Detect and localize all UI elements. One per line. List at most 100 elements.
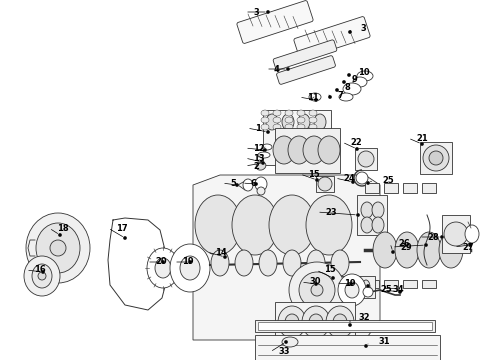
FancyBboxPatch shape [384,280,398,288]
FancyBboxPatch shape [276,56,336,84]
Ellipse shape [348,31,351,33]
FancyBboxPatch shape [422,183,436,193]
Ellipse shape [372,202,384,218]
Ellipse shape [302,306,330,338]
Ellipse shape [162,261,165,264]
Ellipse shape [269,195,315,255]
FancyBboxPatch shape [258,322,432,330]
Ellipse shape [285,124,293,130]
FancyBboxPatch shape [365,280,379,288]
Ellipse shape [50,240,66,256]
Ellipse shape [195,195,241,255]
FancyBboxPatch shape [357,195,387,235]
Text: 8: 8 [344,82,350,91]
Ellipse shape [331,250,349,276]
Ellipse shape [259,250,277,276]
Ellipse shape [273,110,281,116]
FancyBboxPatch shape [365,183,379,193]
Ellipse shape [338,274,366,306]
Ellipse shape [288,136,310,164]
Ellipse shape [339,93,353,101]
FancyBboxPatch shape [275,128,340,173]
FancyBboxPatch shape [255,335,440,360]
Ellipse shape [299,272,335,308]
Text: 10: 10 [358,68,369,77]
Ellipse shape [267,131,270,134]
Ellipse shape [254,183,258,185]
Ellipse shape [429,151,443,165]
Text: 1: 1 [255,123,261,132]
Text: 28: 28 [427,233,439,242]
Text: 22: 22 [350,138,362,147]
FancyBboxPatch shape [442,215,470,253]
Ellipse shape [256,162,266,170]
Ellipse shape [347,73,350,77]
Ellipse shape [232,195,278,255]
Ellipse shape [261,124,269,130]
Ellipse shape [361,217,373,233]
Text: 30: 30 [309,278,320,287]
Ellipse shape [468,243,471,247]
Ellipse shape [309,110,317,116]
Text: 21: 21 [416,134,428,143]
Ellipse shape [444,222,468,246]
Text: 2: 2 [253,162,259,171]
Ellipse shape [262,162,265,165]
Ellipse shape [420,143,423,145]
Ellipse shape [356,172,368,184]
FancyBboxPatch shape [420,142,452,174]
Ellipse shape [326,280,334,294]
Polygon shape [193,175,380,340]
Text: 31: 31 [378,338,390,346]
Ellipse shape [439,232,463,268]
Text: 3: 3 [360,23,366,32]
FancyBboxPatch shape [255,320,435,332]
Ellipse shape [267,10,270,14]
Ellipse shape [273,124,281,130]
Text: 29: 29 [400,243,412,252]
Text: 25: 25 [382,176,394,185]
Text: 4: 4 [274,64,280,73]
Text: 24: 24 [343,174,355,183]
Ellipse shape [283,250,301,276]
Ellipse shape [297,117,305,123]
Ellipse shape [278,306,306,338]
Text: 11: 11 [307,93,319,102]
Ellipse shape [235,250,253,276]
Ellipse shape [26,213,90,283]
Ellipse shape [350,280,358,294]
Text: 18: 18 [57,224,69,233]
Text: 25: 25 [380,285,392,294]
Ellipse shape [441,235,443,239]
Text: 26: 26 [398,239,410,248]
Ellipse shape [314,114,326,130]
Ellipse shape [361,202,373,218]
Ellipse shape [211,250,229,276]
Ellipse shape [180,256,200,280]
FancyBboxPatch shape [237,1,313,44]
Ellipse shape [309,93,321,101]
Ellipse shape [423,145,449,171]
FancyBboxPatch shape [403,280,417,288]
Ellipse shape [243,179,253,191]
Ellipse shape [398,291,401,293]
Ellipse shape [345,282,359,298]
Ellipse shape [424,243,427,247]
Ellipse shape [36,223,80,273]
Ellipse shape [147,248,179,288]
Ellipse shape [372,217,384,233]
Ellipse shape [318,136,340,164]
FancyBboxPatch shape [275,302,355,342]
Text: 19: 19 [344,279,356,288]
FancyBboxPatch shape [355,148,377,170]
Ellipse shape [316,179,318,181]
FancyBboxPatch shape [263,110,331,165]
Text: 19: 19 [182,257,194,266]
Ellipse shape [351,180,354,184]
Ellipse shape [273,117,281,123]
FancyBboxPatch shape [422,280,436,288]
Ellipse shape [306,195,352,255]
Ellipse shape [353,77,367,87]
Text: 16: 16 [34,266,46,274]
Ellipse shape [261,110,269,116]
